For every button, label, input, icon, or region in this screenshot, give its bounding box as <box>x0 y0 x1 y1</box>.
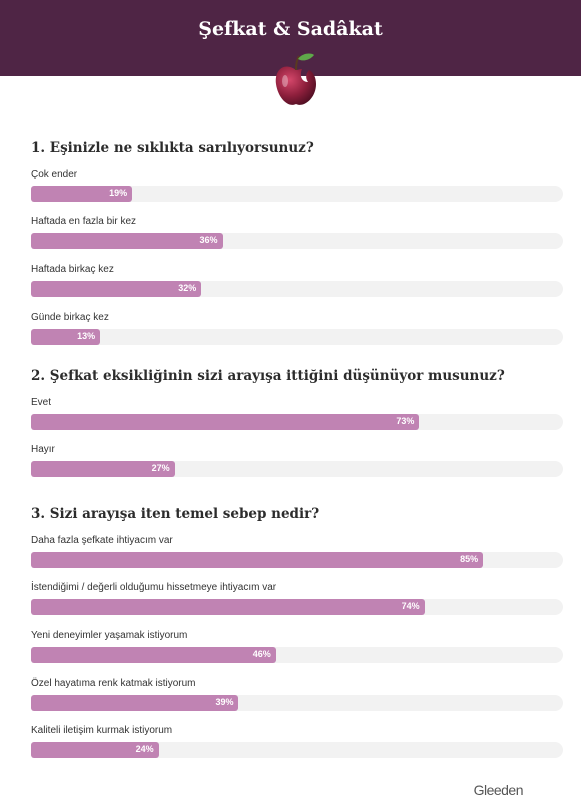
bar-track: 73% <box>31 414 563 430</box>
bar-value-label: 85% <box>460 554 479 564</box>
bar-value-label: 39% <box>215 697 234 707</box>
bar-value-label: 13% <box>77 331 96 341</box>
bar-value-label: 19% <box>109 188 128 198</box>
bar-fill: 24% <box>31 742 159 758</box>
page-title: Şefkat & Sadâkat <box>198 18 383 40</box>
bar-item: Haftada en fazla bir kez 36% <box>31 216 563 256</box>
bar-label: Kaliteli iletişim kurmak istiyorum <box>31 725 173 736</box>
bar-label: Özel hayatıma renk katmak istiyorum <box>31 678 196 689</box>
bar-label: İstendiğimi / değerli olduğumu hissetmey… <box>31 582 277 593</box>
bar-track: 19% <box>31 186 563 202</box>
header-banner: Şefkat & Sadâkat <box>0 0 581 76</box>
bar-item: Evet 73% <box>31 397 563 437</box>
bar-fill: 27% <box>31 461 175 477</box>
bar-fill: 85% <box>31 552 484 568</box>
question-title: 3. Sizi arayışa iten temel sebep nedir? <box>31 506 320 522</box>
bar-label: Evet <box>31 397 52 408</box>
bar-value-label: 24% <box>135 744 154 754</box>
bar-fill: 39% <box>31 695 239 711</box>
bar-track: 85% <box>31 552 563 568</box>
bar-track: 32% <box>31 281 563 297</box>
bar-track: 24% <box>31 742 563 758</box>
bar-item: Daha fazla şefkate ihtiyacım var 85% <box>31 535 563 575</box>
bar-label: Haftada en fazla bir kez <box>31 216 137 227</box>
bar-fill: 13% <box>31 329 101 345</box>
bar-value-label: 46% <box>252 649 271 659</box>
bar-fill: 74% <box>31 599 425 615</box>
bar-label: Yeni deneyimler yaşamak istiyorum <box>31 630 188 641</box>
bar-item: Yeni deneyimler yaşamak istiyorum 46% <box>31 630 563 670</box>
bar-item: Günde birkaç kez 13% <box>31 312 563 352</box>
bar-item: Hayır 27% <box>31 444 563 484</box>
bar-track: 39% <box>31 695 563 711</box>
bar-item: Kaliteli iletişim kurmak istiyorum 24% <box>31 725 563 765</box>
bar-value-label: 27% <box>151 463 170 473</box>
bar-fill: 36% <box>31 233 223 249</box>
bar-value-label: 36% <box>199 235 218 245</box>
bar-fill: 32% <box>31 281 202 297</box>
bar-value-label: 74% <box>401 601 420 611</box>
bar-value-label: 73% <box>396 416 415 426</box>
gleeden-logo: Gleeden <box>473 782 524 798</box>
apple-icon <box>275 53 316 105</box>
bar-track: 46% <box>31 647 563 663</box>
bar-fill: 73% <box>31 414 420 430</box>
bar-item: Haftada birkaç kez 32% <box>31 264 563 304</box>
bar-value-label: 32% <box>178 283 197 293</box>
bar-label: Daha fazla şefkate ihtiyacım var <box>31 535 173 546</box>
question-title: 2. Şefkat eksikliğinin sizi arayışa itti… <box>31 368 505 384</box>
bar-label: Günde birkaç kez <box>31 312 109 323</box>
bar-item: İstendiğimi / değerli olduğumu hissetmey… <box>31 582 563 622</box>
bar-item: Çok ender 19% <box>31 169 563 209</box>
bar-track: 13% <box>31 329 563 345</box>
bar-fill: 46% <box>31 647 276 663</box>
bar-label: Hayır <box>31 444 55 455</box>
bar-track: 36% <box>31 233 563 249</box>
bar-label: Çok ender <box>31 169 78 180</box>
question-title: 1. Eşinizle ne sıklıkta sarılıyorsunuz? <box>31 140 314 156</box>
bar-fill: 19% <box>31 186 133 202</box>
bar-track: 74% <box>31 599 563 615</box>
bar-item: Özel hayatıma renk katmak istiyorum 39% <box>31 678 563 718</box>
bar-track: 27% <box>31 461 563 477</box>
bar-label: Haftada birkaç kez <box>31 264 114 275</box>
